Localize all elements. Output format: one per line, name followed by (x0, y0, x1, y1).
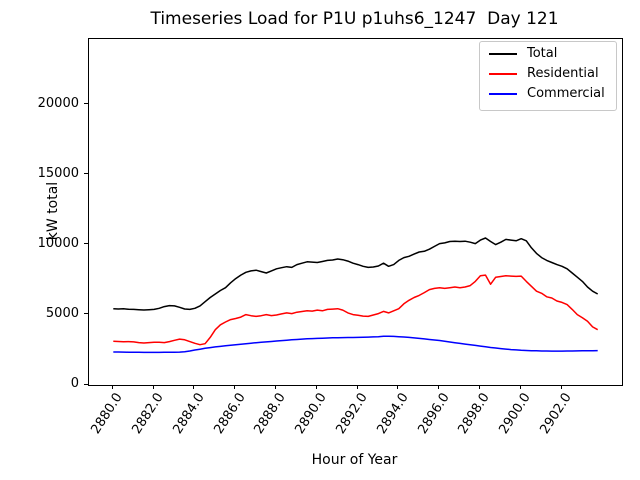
legend-item-total: Total (480, 44, 616, 64)
x-tick-mark (152, 385, 154, 389)
residential-line (113, 274, 599, 346)
x-tick-mark (397, 385, 399, 389)
x-tick-mark (274, 385, 276, 389)
commercial-line (113, 335, 598, 354)
y-tick-label: 0 (70, 376, 79, 391)
legend: Total Residential Commercial (479, 41, 617, 111)
plot-svg (113, 237, 599, 354)
x-tick-mark (315, 385, 317, 389)
legend-item-residential: Residential (480, 64, 616, 84)
x-tick-mark (519, 385, 521, 389)
legend-item-commercial: Commercial (480, 84, 616, 104)
x-tick-mark (234, 385, 236, 389)
y-tick-mark (84, 383, 88, 385)
y-tick-label: 10000 (37, 235, 79, 251)
y-tick-mark (84, 243, 88, 245)
x-tick-mark (560, 385, 562, 389)
legend-label: Residential (527, 66, 599, 81)
y-tick-mark (84, 313, 88, 315)
residential-line-swatch (489, 73, 517, 75)
chart-title: Timeseries Load for P1U p1uhs6_1247 Day … (150, 9, 559, 29)
commercial-line-swatch (489, 93, 517, 95)
x-axis-label: Hour of Year (311, 452, 398, 468)
x-tick-mark (438, 385, 440, 389)
legend-label: Total (527, 46, 558, 61)
y-tick-mark (84, 173, 88, 175)
y-tick-label: 5000 (45, 305, 79, 321)
total-line-swatch (489, 53, 517, 55)
total-line (113, 237, 599, 311)
x-tick-mark (356, 385, 358, 389)
x-tick-mark (193, 385, 195, 389)
y-tick-label: 20000 (37, 95, 79, 111)
y-tick-label: 15000 (37, 165, 79, 181)
x-tick-mark (111, 385, 113, 389)
y-tick-mark (84, 103, 88, 105)
x-tick-mark (478, 385, 480, 389)
legend-label: Commercial (527, 86, 605, 101)
y-axis-label: kW total (45, 181, 61, 241)
